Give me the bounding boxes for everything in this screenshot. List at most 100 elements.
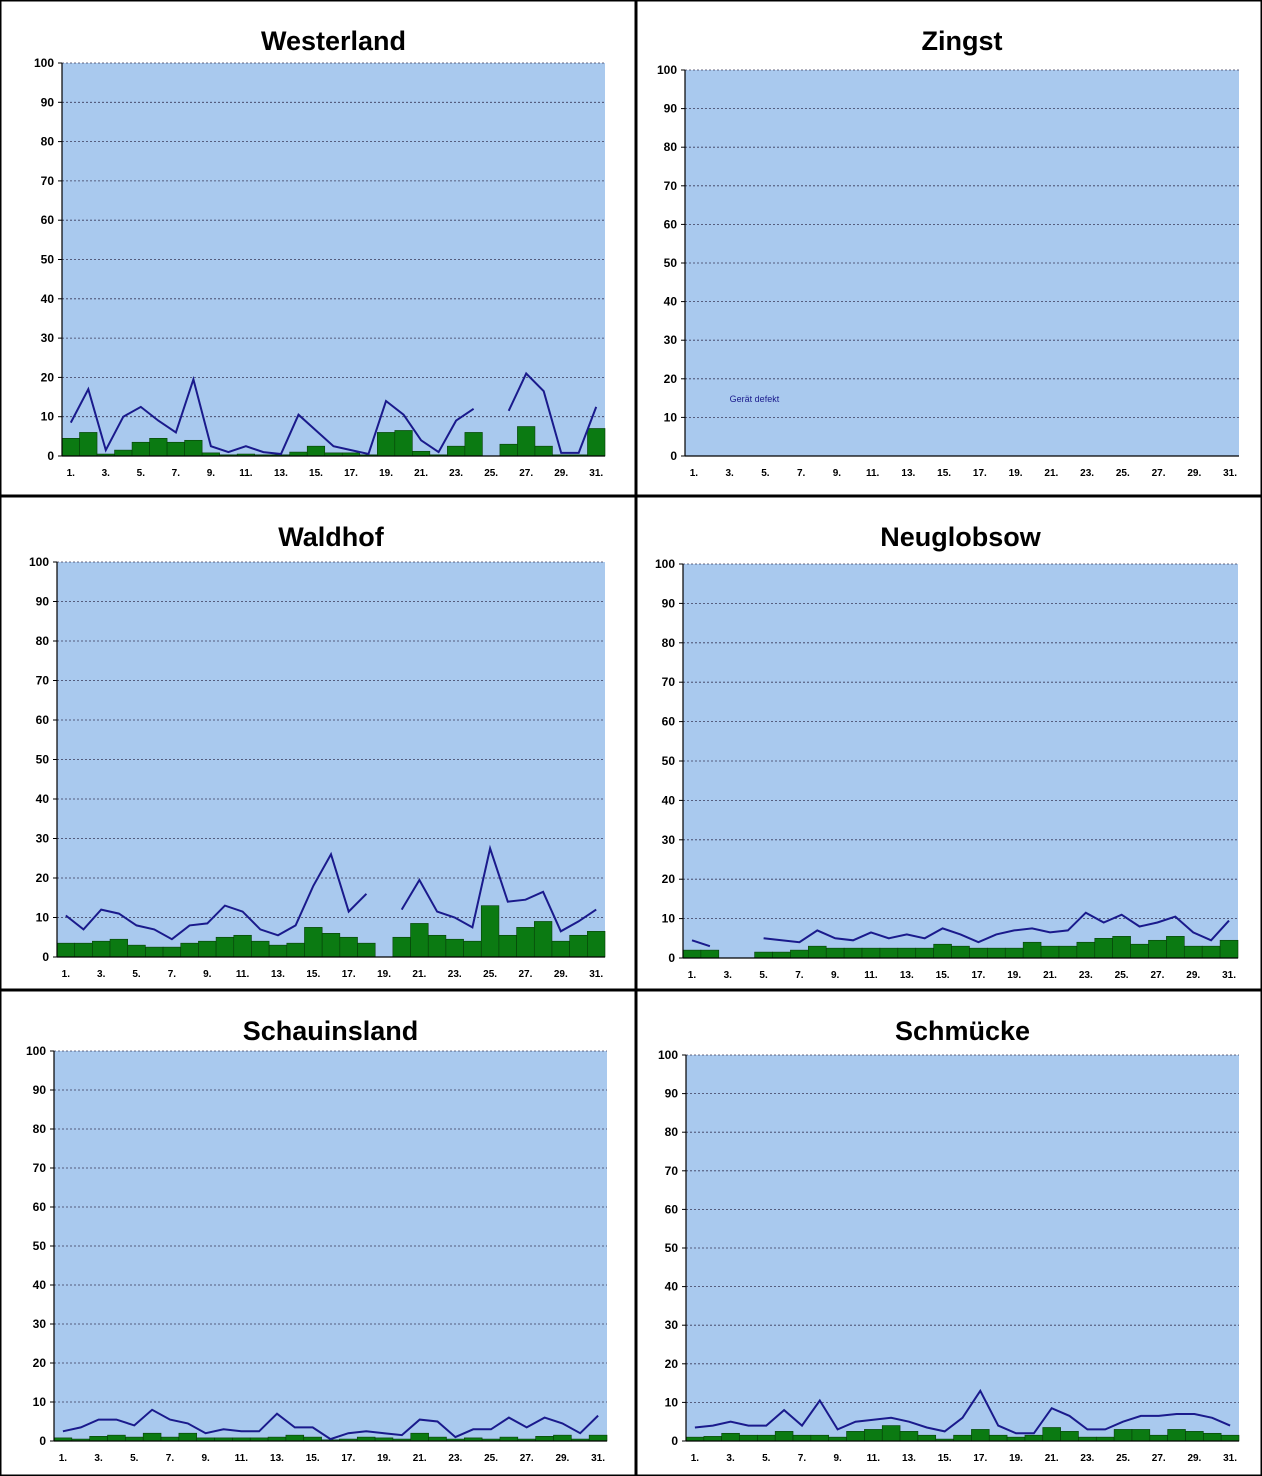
bar — [790, 949, 809, 959]
bar — [268, 944, 288, 958]
x-tick-label: 27. — [520, 1453, 534, 1464]
bar — [410, 1432, 429, 1442]
bar — [587, 931, 606, 958]
bar — [1094, 937, 1113, 959]
x-tick-label: 11. — [864, 970, 878, 981]
bar — [881, 1425, 901, 1442]
annotation: Gerät defekt — [730, 394, 780, 404]
bar — [410, 923, 429, 958]
x-tick-label: 5. — [761, 468, 770, 479]
bar — [339, 936, 358, 958]
bar — [499, 443, 518, 457]
x-tick-label: 27. — [518, 969, 532, 980]
x-tick-label: 5. — [762, 1453, 771, 1464]
bar — [700, 949, 720, 959]
x-tick-label: 23. — [1080, 468, 1094, 479]
bar — [1220, 1434, 1240, 1442]
x-tick-label: 29. — [1187, 468, 1201, 479]
x-tick-label: 27. — [1152, 1453, 1166, 1464]
y-tick-label: 60 — [41, 213, 55, 227]
chart-title: Neuglobsow — [880, 522, 1041, 552]
bar — [772, 951, 791, 959]
bar — [534, 445, 553, 457]
y-tick-label: 80 — [665, 1125, 679, 1139]
x-tick-label: 1. — [690, 468, 699, 479]
x-tick-label: 19. — [1007, 970, 1021, 981]
x-tick-label: 21. — [414, 468, 428, 479]
bar — [480, 905, 500, 958]
y-tick-label: 90 — [662, 596, 676, 610]
bar — [79, 432, 98, 457]
y-tick-label: 30 — [33, 1317, 47, 1331]
bar — [412, 450, 431, 457]
y-tick-label: 0 — [39, 1434, 46, 1448]
y-tick-label: 50 — [33, 1239, 47, 1253]
y-tick-label: 10 — [33, 1395, 47, 1409]
y-tick-label: 0 — [47, 449, 54, 463]
y-tick-label: 70 — [662, 675, 676, 689]
y-tick-label: 30 — [36, 832, 50, 846]
bar — [145, 946, 164, 958]
bar — [987, 947, 1006, 959]
x-tick-label: 15. — [306, 969, 320, 980]
x-tick-label: 11. — [235, 1453, 249, 1464]
chart-panel: Zingst 0 10 20 30 40 50 60 70 80 90 100 1. 3. 5. 7. 9. 11… — [636, 0, 1262, 496]
chart-panel: Neuglobsow 0 10 20 30 40 50 60 70 80 90 100 1. 3. 5. 7.… — [636, 496, 1262, 990]
x-tick-label: 11. — [236, 969, 250, 980]
bar — [306, 445, 326, 457]
x-tick-label: 13. — [900, 970, 914, 981]
y-tick-label: 100 — [34, 56, 54, 70]
x-tick-label: 7. — [168, 969, 177, 980]
bar — [897, 947, 917, 959]
bar — [971, 1429, 990, 1442]
x-tick-label: 25. — [483, 969, 497, 980]
x-tick-label: 15. — [938, 1453, 952, 1464]
bar — [74, 942, 93, 958]
x-tick-label: 17. — [342, 969, 356, 980]
x-tick-label: 13. — [270, 1453, 284, 1464]
chart-title: Schmücke — [895, 1016, 1030, 1046]
bar — [721, 1432, 740, 1442]
x-tick-label: 1. — [688, 970, 697, 981]
bar — [162, 946, 182, 958]
x-tick-label: 27. — [1150, 970, 1164, 981]
bar — [233, 934, 252, 958]
x-tick-label: 17. — [971, 970, 985, 981]
x-tick-label: 1. — [62, 969, 71, 980]
y-tick-label: 20 — [664, 372, 678, 386]
bar — [915, 947, 934, 959]
bar — [464, 432, 483, 457]
bar — [846, 1431, 865, 1442]
y-tick-label: 100 — [26, 1044, 46, 1058]
y-tick-label: 30 — [662, 833, 676, 847]
bar — [843, 947, 863, 959]
bar — [184, 439, 203, 457]
x-tick-label: 7. — [798, 1453, 807, 1464]
bar — [551, 940, 570, 958]
bar — [969, 947, 988, 959]
bar — [56, 942, 75, 958]
bar — [61, 438, 80, 457]
x-tick-label: 29. — [1186, 970, 1200, 981]
x-tick-label: 31. — [589, 468, 603, 479]
bar — [774, 1431, 794, 1442]
bar — [427, 934, 447, 958]
chart-title: Westerland — [261, 26, 406, 56]
y-tick-label: 100 — [655, 557, 675, 571]
x-tick-label: 15. — [309, 468, 323, 479]
y-tick-label: 90 — [41, 95, 55, 109]
x-tick-label: 9. — [207, 468, 216, 479]
bar — [321, 932, 341, 958]
x-tick-label: 21. — [413, 1453, 427, 1464]
x-tick-label: 29. — [1187, 1453, 1201, 1464]
bar — [1149, 1434, 1168, 1442]
x-tick-label: 9. — [831, 970, 840, 981]
y-tick-label: 70 — [41, 174, 55, 188]
x-tick-label: 31. — [1223, 1453, 1237, 1464]
x-tick-label: 31. — [589, 969, 603, 980]
x-tick-label: 13. — [901, 468, 915, 479]
y-tick-label: 80 — [41, 135, 55, 149]
bar — [1024, 1434, 1044, 1442]
bar — [516, 927, 535, 958]
x-tick-label: 5. — [130, 1453, 139, 1464]
